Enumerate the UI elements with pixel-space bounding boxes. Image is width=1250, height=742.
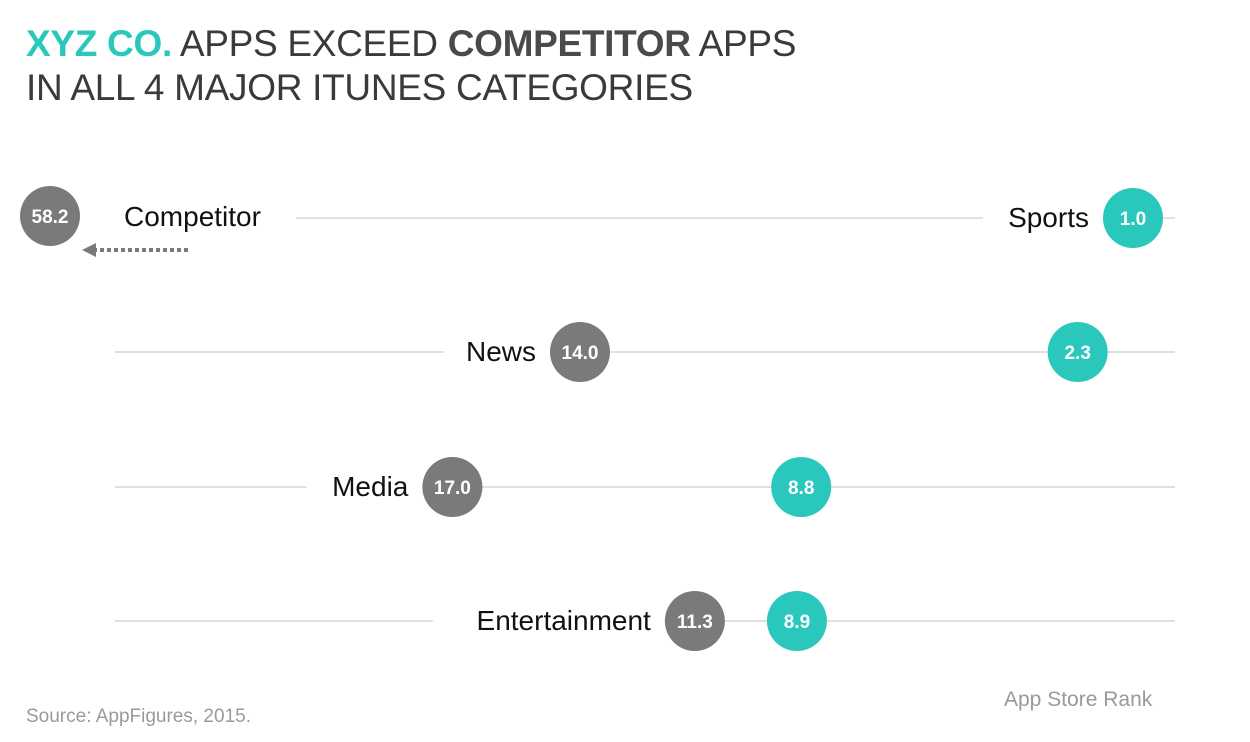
title-competitor: COMPETITOR [447,23,691,64]
category-label-entertainment: Entertainment [477,605,652,636]
chart-title: XYZ CO. APPS EXCEED COMPETITOR APPS IN A… [26,22,796,110]
label-bg-news [444,332,550,372]
label-bg-entertainment [432,601,665,641]
competitor-dot-entertainment [664,591,725,651]
competitor-value-entertainment: 11.3 [677,612,713,633]
xyz-value-entertainment: 8.9 [784,612,810,633]
competitor-value-news: 14.0 [562,343,599,364]
x-axis-label: App Store Rank [1004,688,1153,711]
title-end: APPS [690,23,797,64]
competitor-value-sports: 58.2 [32,207,69,228]
xyz-dot-news [1047,322,1108,382]
xyz-value-media: 8.8 [788,478,814,499]
title-brand: XYZ CO. [26,23,172,64]
xyz-dot-media [771,457,832,517]
label-bg-sports [983,198,1103,238]
competitor-legend-label: Competitor [124,201,261,232]
source-note: Source: AppFigures, 2015. [26,706,251,727]
competitor-dot-media [422,457,483,517]
category-label-media: Media [332,471,409,502]
off-scale-arrow-head [82,243,96,257]
title-mid: APPS EXCEED [171,23,448,64]
competitor-dot-sports [20,186,80,246]
label-bg-media [306,467,423,507]
xyz-value-sports: 1.0 [1120,209,1146,230]
xyz-dot-sports [1103,188,1163,248]
competitor-value-media: 17.0 [434,478,471,499]
category-label-sports: Sports [1008,202,1089,233]
xyz-dot-entertainment [766,591,827,651]
competitor-dot-news [550,322,610,382]
xyz-value-news: 2.3 [1064,343,1090,364]
title-line2: IN ALL 4 MAJOR ITUNES CATEGORIES [26,67,693,108]
category-label-news: News [466,336,536,367]
